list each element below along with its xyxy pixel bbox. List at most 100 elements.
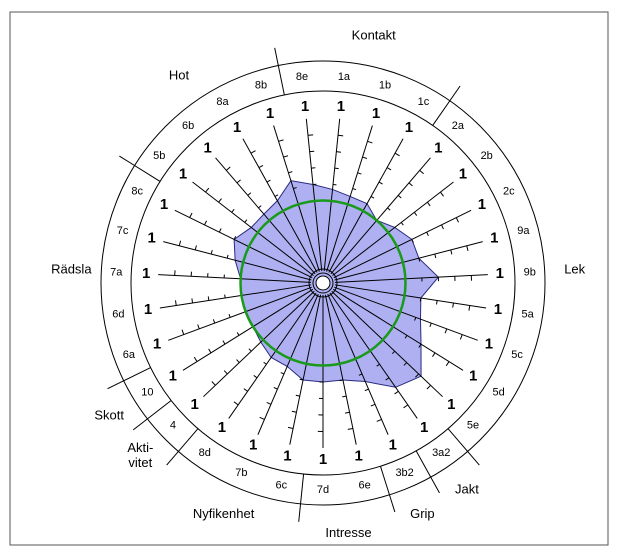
spoke-label: 6e bbox=[359, 480, 371, 492]
spoke-label: 10 bbox=[141, 386, 153, 398]
spoke-label: 7a bbox=[110, 266, 123, 278]
tick-label: 1 bbox=[266, 105, 274, 122]
tick-label: 1 bbox=[490, 230, 498, 247]
tick-mark bbox=[403, 362, 408, 366]
tick-mark bbox=[450, 249, 453, 255]
tick-mark bbox=[274, 194, 279, 197]
tick-mark bbox=[418, 258, 421, 262]
tick-mark bbox=[295, 394, 300, 397]
spoke-label: 6d bbox=[112, 308, 124, 320]
tick-mark bbox=[299, 378, 304, 381]
tick-mark bbox=[444, 328, 448, 334]
spoke-label: 3a2 bbox=[432, 447, 450, 459]
spoke-label: 9a bbox=[517, 225, 530, 237]
tick-mark bbox=[336, 151, 342, 153]
tick-label: 1 bbox=[179, 166, 187, 183]
spoke bbox=[332, 181, 454, 277]
tick-mark bbox=[207, 296, 210, 301]
spoke-label: 6a bbox=[123, 349, 136, 361]
spoke bbox=[174, 209, 313, 279]
spoke-label: 4 bbox=[170, 420, 176, 432]
hub bbox=[312, 272, 334, 294]
tick-label: 1 bbox=[283, 447, 291, 464]
tick-mark bbox=[236, 179, 241, 184]
tick-mark bbox=[429, 322, 432, 328]
group-label: Intresse bbox=[325, 525, 371, 540]
spoke-label: 9b bbox=[524, 266, 536, 278]
tick-mark bbox=[208, 348, 212, 354]
group-label-line: vitet bbox=[128, 456, 152, 471]
tick-mark bbox=[378, 181, 383, 185]
tick-mark bbox=[376, 419, 382, 422]
tick-label: 1 bbox=[249, 437, 257, 454]
spoke-label: 7b bbox=[235, 467, 247, 479]
tick-mark bbox=[426, 384, 431, 390]
tick-label: 1 bbox=[142, 265, 150, 282]
tick-mark bbox=[419, 297, 422, 302]
tick-mark bbox=[222, 340, 226, 345]
frame bbox=[9, 11, 609, 546]
spoke bbox=[329, 292, 418, 419]
tick-mark bbox=[236, 359, 240, 363]
tick-mark bbox=[434, 253, 437, 259]
hub bbox=[308, 268, 338, 298]
spoke bbox=[334, 284, 487, 309]
group-divider bbox=[166, 428, 199, 466]
tick-mark bbox=[189, 212, 193, 218]
spoke bbox=[326, 125, 373, 272]
spoke-label: 8a bbox=[216, 96, 229, 108]
tick-mark bbox=[211, 381, 216, 386]
tick-mark bbox=[287, 426, 294, 429]
spoke-label: 5d bbox=[493, 386, 505, 398]
tick-mark bbox=[459, 334, 463, 340]
tick-label: 1 bbox=[160, 196, 168, 213]
tick-mark bbox=[181, 329, 185, 335]
reference-circle bbox=[239, 199, 407, 367]
spoke bbox=[334, 286, 478, 341]
tick-mark bbox=[197, 324, 200, 330]
spoke bbox=[289, 294, 322, 445]
tick-mark bbox=[175, 300, 177, 306]
tick-mark bbox=[178, 240, 182, 246]
tick-mark bbox=[413, 212, 418, 216]
group-label: Kontakt bbox=[352, 28, 396, 43]
spoke-label: 6c bbox=[276, 480, 288, 492]
tick-mark bbox=[364, 388, 369, 392]
tick-mark bbox=[218, 228, 222, 233]
tick-mark bbox=[342, 395, 347, 398]
hub bbox=[315, 275, 331, 291]
tick-label: 1 bbox=[204, 140, 212, 157]
tick-mark bbox=[278, 139, 284, 142]
inner-ring bbox=[130, 90, 516, 476]
spoke-label: 5c bbox=[511, 349, 523, 361]
spoke bbox=[334, 241, 483, 281]
tick-label: 1 bbox=[301, 98, 309, 115]
spoke bbox=[228, 292, 317, 419]
tick-mark bbox=[263, 361, 267, 365]
tick-mark bbox=[370, 196, 375, 199]
tick-mark bbox=[387, 207, 391, 211]
group-label: Rädsla bbox=[51, 262, 92, 277]
tick-label: 1 bbox=[144, 301, 152, 318]
outer-ring bbox=[100, 60, 546, 506]
spoke bbox=[182, 288, 314, 371]
tick-label: 1 bbox=[354, 447, 362, 464]
tick-mark bbox=[293, 187, 297, 190]
spoke bbox=[324, 294, 357, 445]
spoke-label: 8d bbox=[199, 447, 211, 459]
tick-mark bbox=[386, 167, 392, 171]
tick-mark bbox=[259, 416, 265, 420]
group-divider bbox=[432, 85, 461, 126]
spoke-label: 6b bbox=[182, 120, 194, 132]
spoke bbox=[257, 293, 319, 435]
tick-mark bbox=[248, 348, 252, 352]
tick-mark bbox=[225, 166, 231, 171]
tick-label: 1 bbox=[169, 368, 177, 385]
group-divider bbox=[132, 400, 172, 431]
group-divider bbox=[415, 450, 440, 494]
tick-label: 1 bbox=[337, 98, 345, 115]
tick-mark bbox=[266, 179, 271, 183]
group-label: Hot bbox=[169, 68, 190, 83]
tick-mark bbox=[426, 201, 431, 207]
